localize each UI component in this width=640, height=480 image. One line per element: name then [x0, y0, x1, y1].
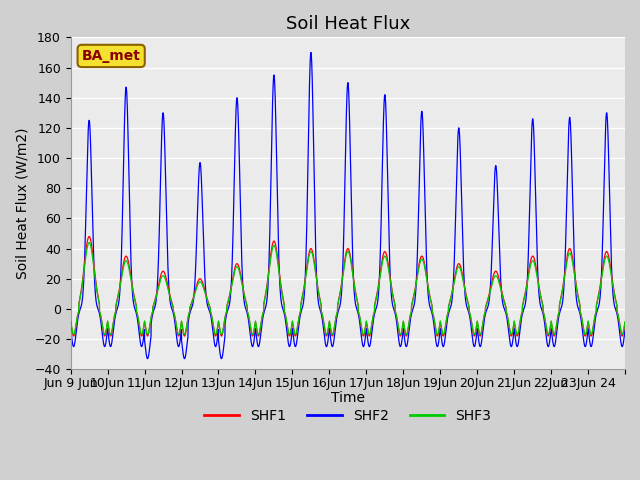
X-axis label: Time: Time [331, 391, 365, 405]
Y-axis label: Soil Heat Flux (W/m2): Soil Heat Flux (W/m2) [15, 128, 29, 279]
Text: BA_met: BA_met [82, 49, 141, 63]
Title: Soil Heat Flux: Soil Heat Flux [285, 15, 410, 33]
Legend: SHF1, SHF2, SHF3: SHF1, SHF2, SHF3 [199, 404, 497, 429]
